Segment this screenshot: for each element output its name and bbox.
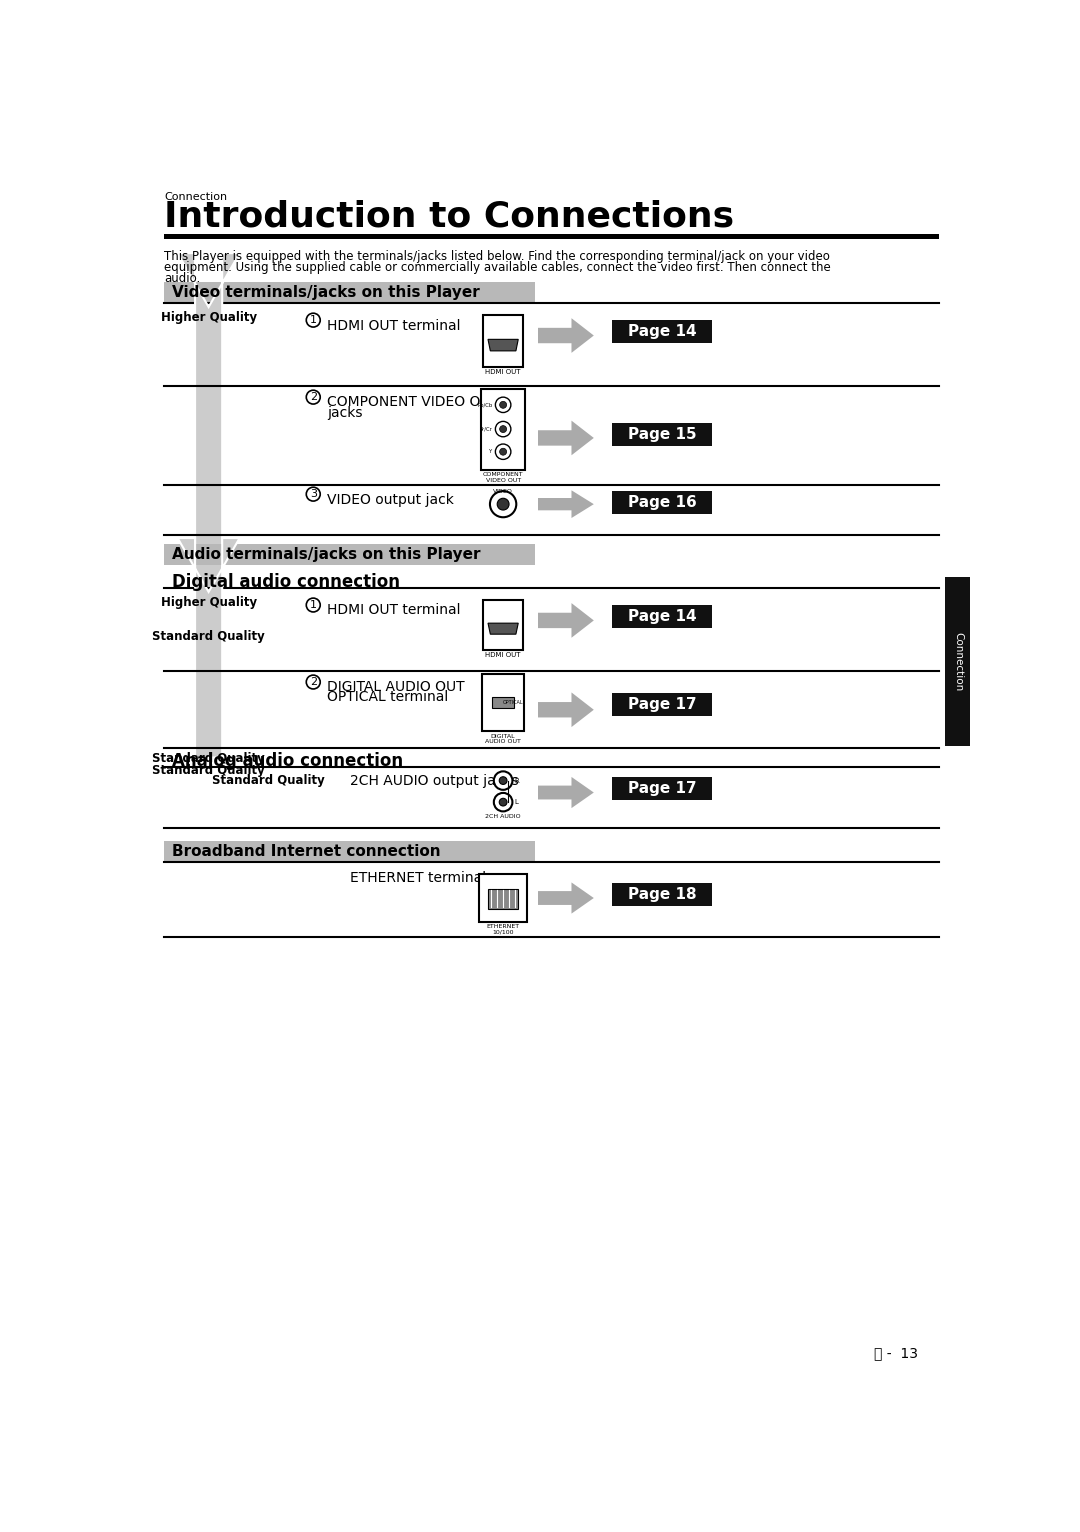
Bar [488, 889, 518, 908]
Bar [483, 599, 524, 650]
Text: COMPONENT
VIDEO OUT: COMPONENT VIDEO OUT [483, 472, 524, 483]
Circle shape [307, 391, 321, 404]
Text: Pb/Cb: Pb/Cb [477, 403, 492, 408]
Circle shape [307, 597, 321, 611]
Bar [945, 576, 971, 746]
Bar [482, 674, 525, 731]
Circle shape [500, 401, 507, 409]
Polygon shape [177, 253, 240, 631]
Text: HDMI OUT terminal: HDMI OUT terminal [327, 604, 461, 617]
Circle shape [307, 487, 321, 501]
Text: Introduction to Connections: Introduction to Connections [164, 199, 734, 233]
Text: Digital audio connection: Digital audio connection [172, 573, 401, 591]
Bar [164, 282, 535, 303]
Circle shape [496, 397, 511, 412]
Polygon shape [538, 421, 594, 455]
Circle shape [496, 444, 511, 460]
Bar [611, 423, 713, 446]
Text: VIDEO output jack: VIDEO output jack [327, 493, 454, 507]
Polygon shape [538, 882, 594, 913]
Polygon shape [177, 538, 240, 757]
Text: L: L [515, 800, 518, 806]
Text: 2: 2 [310, 677, 316, 686]
Text: Page 14: Page 14 [627, 610, 697, 624]
Text: Page 14: Page 14 [627, 325, 697, 339]
Circle shape [494, 771, 512, 791]
Text: audio.: audio. [164, 271, 201, 285]
Bar [480, 873, 527, 922]
Polygon shape [488, 624, 518, 634]
Bar [611, 605, 713, 628]
Text: Y: Y [489, 449, 492, 453]
Circle shape [499, 798, 507, 806]
Text: Page 18: Page 18 [627, 887, 697, 902]
Text: Page 16: Page 16 [627, 495, 697, 510]
Circle shape [496, 421, 511, 437]
Text: HDMI OUT: HDMI OUT [485, 369, 521, 375]
Text: 2CH AUDIO output jacks: 2CH AUDIO output jacks [350, 774, 519, 787]
Text: DIGITAL AUDIO OUT: DIGITAL AUDIO OUT [327, 680, 464, 694]
Text: ETHERNET terminal: ETHERNET terminal [350, 872, 487, 885]
Text: 3: 3 [310, 489, 316, 499]
Text: ETHERNET
10/100: ETHERNET 10/100 [487, 924, 519, 935]
Circle shape [500, 426, 507, 432]
Text: Page 17: Page 17 [627, 781, 697, 795]
Text: Video terminals/jacks on this Player: Video terminals/jacks on this Player [172, 285, 480, 300]
Text: 2: 2 [310, 392, 316, 401]
Bar [482, 389, 525, 469]
Text: Standard Quality: Standard Quality [152, 763, 265, 777]
Text: Standard Quality: Standard Quality [213, 774, 325, 786]
Circle shape [307, 313, 321, 326]
Polygon shape [538, 319, 594, 352]
Text: Standard Quality: Standard Quality [152, 752, 265, 764]
Text: OPTICAL: OPTICAL [503, 700, 524, 705]
Text: HDMI OUT terminal: HDMI OUT terminal [327, 319, 461, 332]
Text: Page 15: Page 15 [627, 426, 697, 441]
Text: R: R [515, 778, 519, 783]
Text: Broadband Internet connection: Broadband Internet connection [172, 844, 441, 859]
Text: Connection: Connection [164, 192, 228, 202]
Bar [611, 692, 713, 715]
Bar [611, 492, 713, 515]
Circle shape [490, 492, 516, 518]
Polygon shape [488, 340, 518, 351]
Text: Connection: Connection [953, 631, 963, 691]
Bar [492, 697, 514, 708]
Text: Standard Quality: Standard Quality [152, 631, 265, 643]
Text: Higher Quality: Higher Quality [161, 311, 257, 323]
Text: OPTICAL terminal: OPTICAL terminal [327, 691, 448, 705]
Text: HDMI OUT: HDMI OUT [485, 653, 521, 659]
Text: 1: 1 [310, 316, 316, 325]
Text: ⓔ -  13: ⓔ - 13 [874, 1347, 918, 1360]
Text: 2CH AUDIO: 2CH AUDIO [485, 815, 521, 820]
Text: 1: 1 [310, 601, 316, 610]
Text: VIDEO: VIDEO [494, 489, 513, 493]
Polygon shape [538, 777, 594, 807]
Circle shape [307, 676, 321, 689]
Text: Audio terminals/jacks on this Player: Audio terminals/jacks on this Player [172, 547, 481, 562]
Text: DIGITAL
AUDIO OUT: DIGITAL AUDIO OUT [485, 734, 521, 745]
Text: This Player is equipped with the terminals/jacks listed below. Find the correspo: This Player is equipped with the termina… [164, 250, 831, 264]
Bar [611, 882, 713, 905]
Bar [611, 320, 713, 343]
Text: COMPONENT VIDEO OUT: COMPONENT VIDEO OUT [327, 395, 499, 409]
Polygon shape [538, 490, 594, 518]
Bar [164, 841, 535, 863]
Text: Page 17: Page 17 [627, 697, 697, 712]
Text: Higher Quality: Higher Quality [161, 596, 257, 608]
Bar [164, 544, 535, 565]
Text: Analog audio connection: Analog audio connection [172, 752, 403, 771]
Bar [611, 777, 713, 800]
Text: Pr/Cr: Pr/Cr [480, 426, 492, 432]
Circle shape [499, 777, 507, 784]
Circle shape [494, 794, 512, 812]
Bar [483, 314, 524, 368]
Polygon shape [538, 604, 594, 637]
Circle shape [500, 449, 507, 455]
Polygon shape [538, 692, 594, 728]
Text: jacks: jacks [327, 406, 363, 420]
Bar [164, 234, 940, 239]
Circle shape [497, 498, 509, 510]
Text: equipment. Using the supplied cable or commercially available cables, connect th: equipment. Using the supplied cable or c… [164, 260, 832, 274]
